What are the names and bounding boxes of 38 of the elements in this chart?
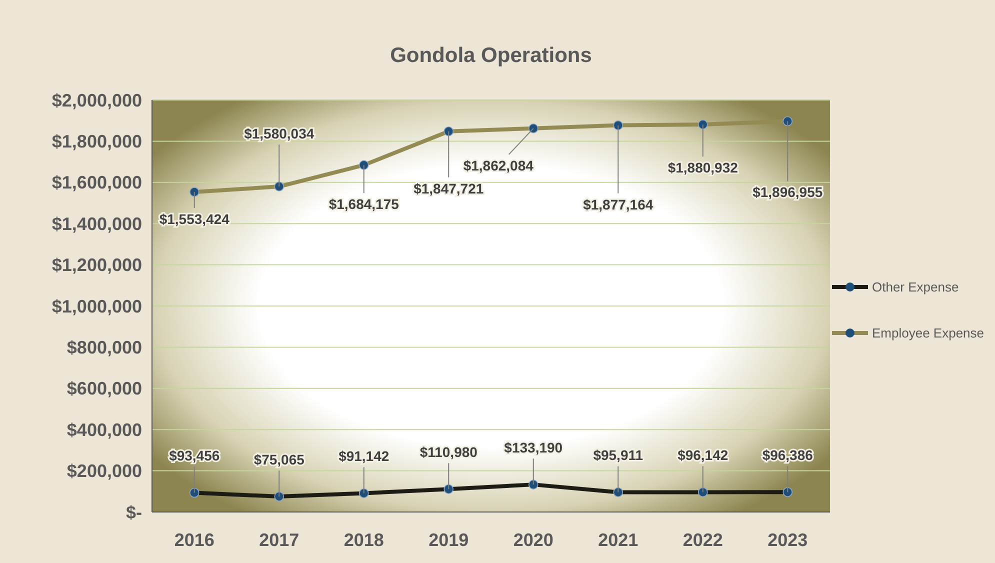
data-label: $1,847,721	[414, 180, 484, 196]
y-tick-label: $200,000	[66, 461, 142, 482]
y-tick-label: $400,000	[66, 420, 142, 440]
y-tick-label: $-	[126, 502, 142, 522]
legend-label: Employee Expense	[872, 326, 984, 341]
data-label: $1,553,424	[159, 210, 230, 227]
data-label: $95,911	[593, 447, 644, 464]
x-tick-label: 2020	[513, 530, 554, 550]
data-label: $96,142	[678, 447, 728, 464]
data-label: $93,456	[169, 448, 220, 464]
x-tick-label: 2017	[259, 530, 300, 550]
data-label: $1,862,084	[463, 157, 534, 174]
data-label: $91,142	[338, 448, 390, 464]
x-tick-label: 2021	[598, 530, 638, 550]
x-tick-label: 2023	[768, 530, 808, 550]
y-tick-label: $1,200,000	[52, 255, 142, 276]
x-tick-label: 2019	[428, 530, 469, 550]
x-tick-label: 2018	[344, 530, 384, 550]
data-label: $133,190	[504, 440, 563, 456]
data-label: $96,386	[762, 447, 814, 464]
data-label: $1,877,164	[583, 196, 654, 212]
y-tick-label: $800,000	[66, 338, 142, 358]
y-tick-label: $1,600,000	[52, 172, 142, 193]
data-label: $1,684,175	[328, 196, 400, 212]
y-tick-label: $1,800,000	[52, 132, 142, 152]
y-tick-label: $600,000	[66, 378, 142, 399]
legend-label: Other Expense	[872, 280, 959, 295]
data-label: $1,580,034	[244, 126, 314, 142]
y-tick-label: $1,400,000	[52, 214, 142, 234]
data-label: $1,880,932	[668, 160, 738, 176]
chart-title: Gondola Operations	[390, 44, 592, 67]
data-label: $1,896,955	[752, 184, 823, 200]
x-tick-label: 2022	[682, 530, 723, 550]
y-tick-label: $1,000,000	[52, 296, 142, 316]
x-tick-label: 2016	[174, 530, 214, 550]
data-label: $110,980	[420, 444, 478, 460]
data-label: $75,065	[254, 452, 305, 468]
y-tick-label: $2,000,000	[52, 90, 142, 110]
